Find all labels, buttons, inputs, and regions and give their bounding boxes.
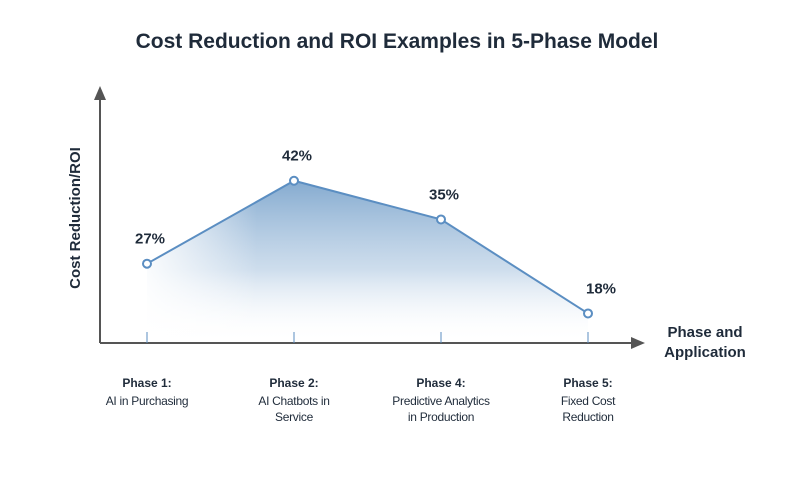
data-label: 35% — [429, 186, 459, 203]
x-tick-label: Predictive Analytics — [392, 394, 490, 408]
data-point — [142, 258, 152, 269]
x-tick-label-phase: Phase 1: — [122, 376, 171, 390]
x-tick-label-phase: Phase 5: — [563, 376, 612, 390]
data-point — [583, 308, 593, 319]
x-tick-label: AI in Purchasing — [106, 394, 189, 408]
x-tick-label: Service — [275, 410, 314, 424]
data-label: 18% — [586, 280, 616, 297]
y-axis-label: Cost Reduction/ROI — [67, 147, 84, 289]
chart-title: Cost Reduction and ROI Examples in 5-Pha… — [136, 30, 659, 53]
data-label: 27% — [135, 231, 165, 248]
x-axis-label: Phase and — [667, 324, 742, 341]
area-fade — [147, 180, 588, 343]
data-point — [436, 214, 446, 225]
x-tick-label-phase: Phase 4: — [416, 376, 465, 390]
y-axis-arrow — [94, 86, 106, 100]
data-label: 42% — [282, 148, 312, 165]
x-axis-label: Application — [664, 344, 746, 361]
x-tick-label-phase: Phase 2: — [269, 376, 318, 390]
x-tick-label: Fixed Cost — [561, 394, 616, 408]
data-point — [289, 175, 299, 186]
series-line — [146, 179, 589, 315]
x-tick-label: in Production — [408, 410, 474, 424]
x-tick-label: AI Chatbots in — [258, 394, 329, 408]
x-axis-arrow — [631, 337, 645, 349]
x-tick-label: Reduction — [562, 410, 613, 424]
